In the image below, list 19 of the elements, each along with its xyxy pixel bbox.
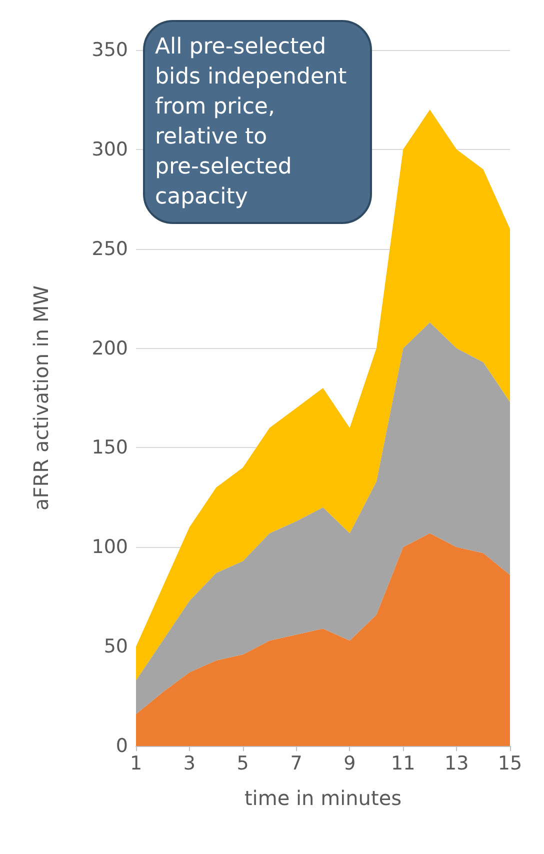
y-tick-label: 50 (104, 636, 128, 658)
y-axis-title: aFRR activation in MW (29, 285, 53, 510)
y-tick-label: 200 (92, 337, 128, 360)
x-tick-label: 7 (290, 752, 302, 774)
y-tick-label: 0 (116, 735, 128, 757)
x-tick-label: 11 (391, 752, 416, 774)
x-tick-label: 5 (236, 752, 249, 774)
y-tick-label: 300 (92, 138, 128, 160)
x-tick-label: 3 (183, 752, 196, 774)
annotation: All pre-selected bids independent from price, relative to pre-selected capacity (155, 34, 354, 210)
y-tick-label: 350 (92, 39, 128, 61)
y-tick-label: 150 (92, 436, 128, 459)
x-tick-label: 9 (344, 752, 356, 774)
y-tick-label: 250 (92, 238, 128, 260)
x-tick-label: 1 (130, 752, 142, 774)
y-tick-label: 100 (92, 536, 128, 558)
x-axis-title: time in minutes (244, 786, 402, 810)
x-tick-label: 15 (498, 752, 522, 774)
x-tick-label: 13 (444, 752, 469, 774)
